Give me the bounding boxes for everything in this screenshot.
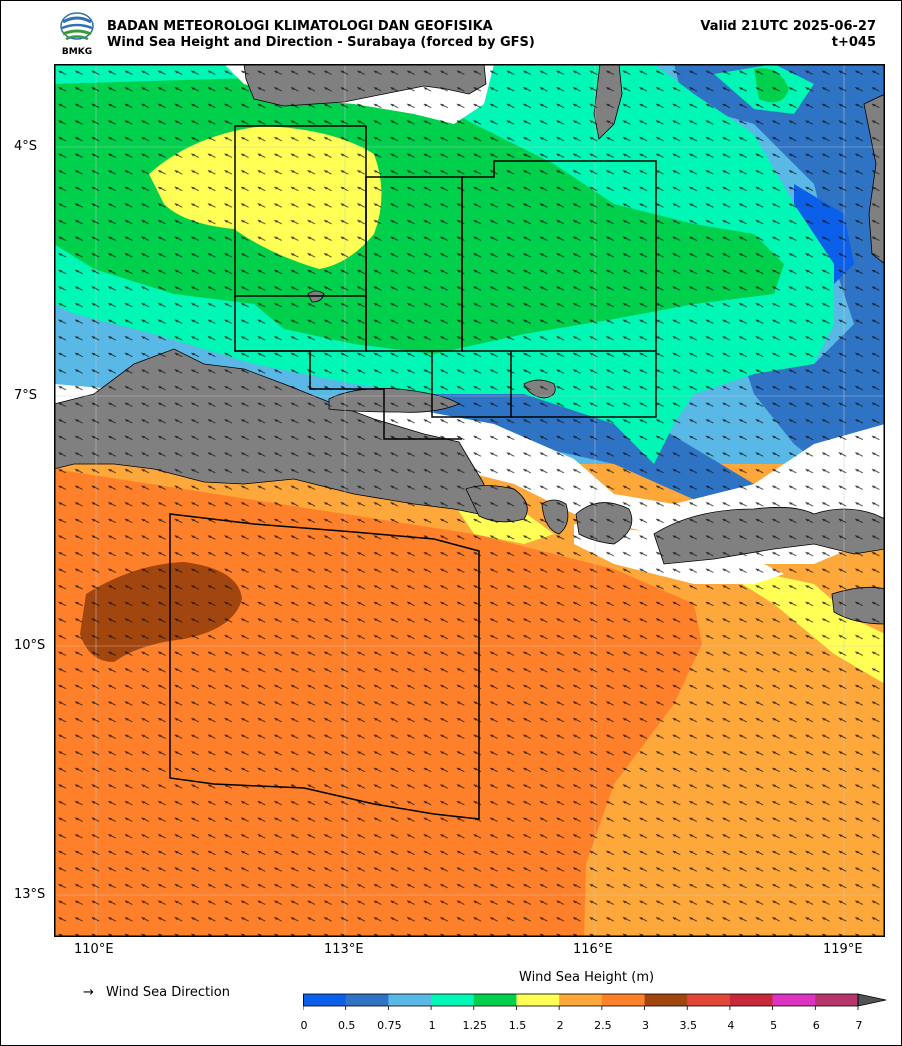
direction-legend: → Wind Sea Direction xyxy=(83,985,230,1000)
colorbar-tick-label: 2.5 xyxy=(594,1019,612,1032)
colorbar-tick-label: 3.5 xyxy=(679,1019,697,1032)
org-name: BADAN METEOROLOGI KLIMATOLOGI DAN GEOFIS… xyxy=(107,19,493,34)
colorbar-tick-label: 1.5 xyxy=(508,1019,527,1032)
svg-text:BMKG: BMKG xyxy=(62,47,92,56)
colorbar-tick-label: 6 xyxy=(812,1019,820,1032)
forecast-step: t+045 xyxy=(831,35,876,50)
colorbar-tick-label: 0.5 xyxy=(337,1019,356,1032)
lon-label-116e: 116°E xyxy=(573,942,613,957)
colorbar-tick-label: 0 xyxy=(300,1019,308,1032)
colorbar-tick-label: 3 xyxy=(642,1019,650,1032)
direction-arrow-icon: → xyxy=(83,985,94,1000)
wind-sea-direction-arrows xyxy=(54,64,885,937)
maritime-zone-boundaries xyxy=(169,125,657,820)
colorbar-cell xyxy=(729,994,773,1006)
colorbar-tick-label: 2 xyxy=(556,1019,564,1032)
colorbar xyxy=(303,993,887,1010)
header-titles: BADAN METEOROLOGI KLIMATOLOGI DAN GEOFIS… xyxy=(107,19,535,51)
colorbar-cell xyxy=(687,994,731,1006)
colorbar-tick-label: 0.75 xyxy=(377,1019,402,1032)
lat-label-7s: 7°S xyxy=(14,388,38,403)
colorbar-cell xyxy=(644,994,688,1006)
colorbar-cell xyxy=(388,994,432,1006)
colorbar-cell xyxy=(559,994,603,1006)
colorbar-title: Wind Sea Height (m) xyxy=(519,970,655,985)
lat-label-10s: 10°S xyxy=(14,638,46,653)
lon-label-113e: 113°E xyxy=(324,942,364,957)
colorbar-tick-label: 5 xyxy=(770,1019,778,1032)
product-title: Wind Sea Height and Direction - Surabaya… xyxy=(107,35,535,50)
colorbar-cell xyxy=(772,994,816,1006)
colorbar-tick-label: 7 xyxy=(855,1019,863,1032)
colorbar-cell xyxy=(345,994,389,1006)
colorbar-cell xyxy=(601,994,645,1006)
colorbar-tick-label: 1 xyxy=(428,1019,436,1032)
colorbar-cell xyxy=(303,994,346,1006)
colorbar-cell xyxy=(516,994,560,1006)
lat-label-4s: 4°S xyxy=(14,139,38,154)
lon-label-119e: 119°E xyxy=(823,942,863,957)
valid-time: Valid 21UTC 2025-06-27 xyxy=(700,19,876,34)
bmkg-logo: BMKG xyxy=(60,12,94,56)
colorbar-tick-label: 1.25 xyxy=(462,1019,488,1032)
lon-label-110e: 110°E xyxy=(74,942,114,957)
header-validity: Valid 21UTC 2025-06-27 t+045 xyxy=(700,19,876,51)
wave-height-map[interactable] xyxy=(54,64,885,937)
colorbar-cell xyxy=(431,994,475,1006)
colorbar-cell xyxy=(473,994,517,1006)
colorbar-cell xyxy=(815,994,859,1006)
direction-legend-label: Wind Sea Direction xyxy=(106,985,230,1000)
colorbar-tick-label: 4 xyxy=(727,1019,735,1032)
lat-label-13s: 13°S xyxy=(14,887,46,902)
colorbar-extend-arrow xyxy=(857,993,887,1007)
